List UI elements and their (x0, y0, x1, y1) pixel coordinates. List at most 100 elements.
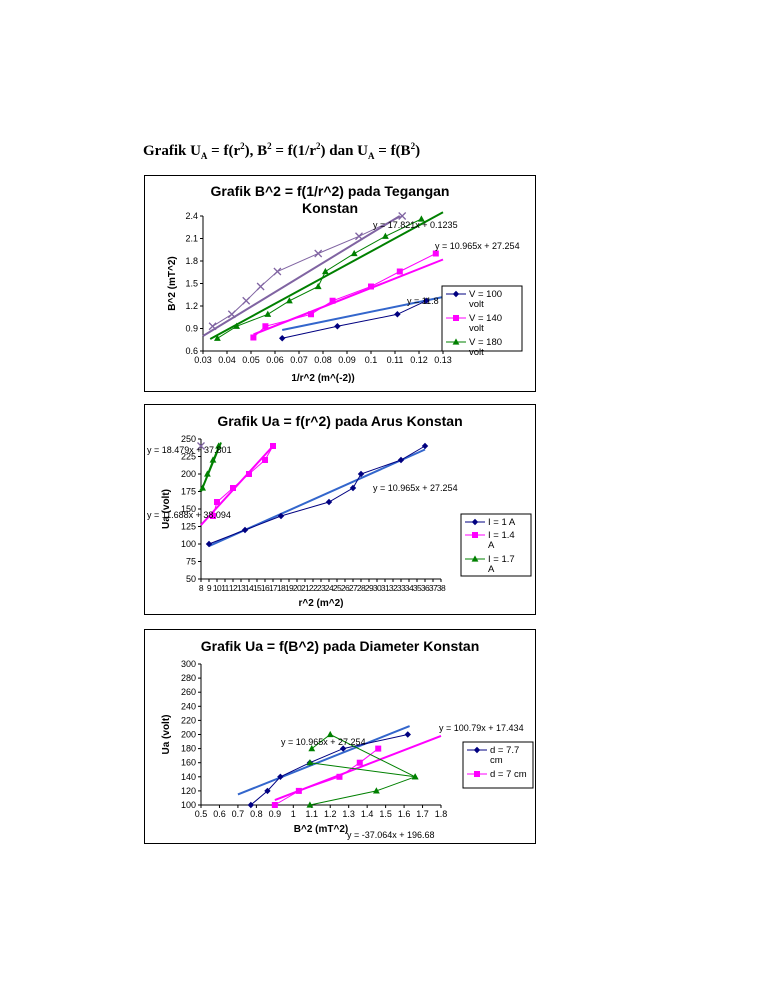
x-axis-label: 1/r^2 (m^(-2)) (291, 373, 354, 384)
data-point (398, 212, 407, 220)
x-tick-label: 31 (381, 583, 390, 593)
legend-label: V = 140 (469, 313, 502, 324)
x-tick-label: 8 (199, 583, 204, 593)
data-point (209, 456, 217, 463)
x-tick-label: 23 (317, 583, 326, 593)
legend-marker (471, 555, 479, 562)
data-point (205, 540, 213, 548)
x-tick-label: 1.3 (342, 809, 355, 819)
series-line (208, 445, 426, 545)
data-point (242, 296, 251, 305)
x-tick-label: 13 (237, 583, 246, 593)
legend-label: A (488, 564, 495, 575)
data-point (329, 297, 336, 304)
x-tick-label: 0.11 (387, 355, 404, 365)
x-tick-label: 10 (213, 583, 222, 593)
data-point (279, 335, 286, 342)
chart-title: Grafik Ua = f(B^2) pada Diameter Konstan (201, 638, 480, 654)
data-point (411, 773, 419, 780)
x-tick-label: 12 (229, 583, 238, 593)
x-tick-label: 0.6 (213, 809, 226, 819)
legend-label: volt (469, 323, 484, 334)
legend-box (460, 513, 532, 577)
legend-marker (472, 532, 478, 538)
x-tick-label: 1.7 (416, 809, 429, 819)
data-point (314, 282, 322, 290)
trendline-equation: y = 10.965x + 27.254 (435, 241, 520, 251)
data-point (208, 322, 217, 331)
y-tick-label: 100 (181, 800, 196, 810)
x-tick-label: 0.7 (232, 809, 245, 819)
x-axis-label: B^2 (mT^2) (294, 824, 348, 835)
data-point (350, 249, 358, 257)
x-tick-label: 15 (253, 583, 262, 593)
x-tick-label: 0.08 (314, 355, 332, 365)
y-tick-label: 100 (181, 539, 196, 549)
x-tick-label: 0.1 (365, 355, 378, 365)
y-tick-label: 0.6 (185, 346, 198, 356)
data-point (306, 759, 314, 766)
data-point (233, 322, 240, 329)
data-point (308, 745, 316, 752)
legend-marker (474, 771, 480, 777)
data-point (357, 470, 365, 478)
x-tick-label: 1.6 (398, 809, 411, 819)
x-tick-label: 24 (325, 583, 334, 593)
chart-b2-vs-inverse-r2: Grafik B^2 = f(1/r^2) pada Tegangan Konst… (144, 175, 536, 392)
data-point (368, 283, 374, 290)
x-tick-label: 28 (357, 583, 366, 593)
y-tick-label: 140 (181, 772, 196, 782)
axis-lines (202, 216, 443, 352)
x-tick-label: 0.07 (290, 355, 308, 365)
y-tick-label: 125 (181, 522, 196, 532)
data-point (262, 457, 268, 463)
y-tick-label: 260 (181, 687, 196, 697)
y-tick-label: 1.5 (185, 279, 198, 289)
y-tick-label: 220 (181, 715, 196, 725)
chart-title: Grafik B^2 = f(1/r^2) pada Tegangan (211, 183, 450, 199)
data-point (270, 443, 276, 449)
legend-label: volt (469, 299, 484, 310)
legend-label: cm (490, 755, 503, 766)
legend-label: volt (469, 347, 484, 358)
x-tick-label: 0.06 (266, 355, 284, 365)
data-point (215, 442, 222, 449)
y-tick-label: 200 (181, 730, 196, 740)
trendline (202, 215, 401, 337)
y-tick-label: 1.2 (185, 301, 198, 311)
x-tick-label: 16 (261, 583, 270, 593)
legend-label: I = 1.7 (488, 554, 515, 565)
data-point (246, 471, 252, 477)
legend-label: d = 7.7 (490, 745, 519, 756)
data-point (271, 802, 278, 808)
data-point (241, 526, 249, 534)
x-tick-label: 25 (333, 583, 342, 593)
chart-title: Grafik Ua = f(r^2) pada Arus Konstan (217, 413, 462, 429)
data-point (418, 215, 425, 222)
legend-label: V = 180 (469, 337, 502, 348)
x-tick-label: 33 (397, 583, 406, 593)
x-tick-label: 0.03 (194, 355, 212, 365)
legend-marker (453, 315, 459, 321)
trendline-equation: y = 11.688x + 38.094 (147, 510, 231, 520)
data-point (325, 498, 333, 506)
y-tick-label: 150 (181, 504, 196, 514)
trendline (200, 445, 274, 526)
y-axis-label: Ua (volt) (161, 489, 172, 529)
data-point (396, 268, 403, 275)
y-tick-label: 120 (181, 786, 196, 796)
data-point (306, 801, 314, 808)
x-tick-label: 0.12 (410, 355, 428, 365)
data-point (273, 267, 282, 276)
data-point (355, 232, 363, 241)
trendline (209, 211, 444, 340)
data-point (421, 442, 429, 450)
data-point (423, 297, 430, 304)
data-point (286, 297, 293, 304)
trendline-equation: y = 11.8 (407, 296, 439, 306)
data-point (397, 456, 405, 464)
legend-marker (452, 338, 460, 345)
legend-marker (473, 746, 481, 754)
x-tick-label: 19 (285, 583, 294, 593)
data-point (382, 232, 389, 239)
